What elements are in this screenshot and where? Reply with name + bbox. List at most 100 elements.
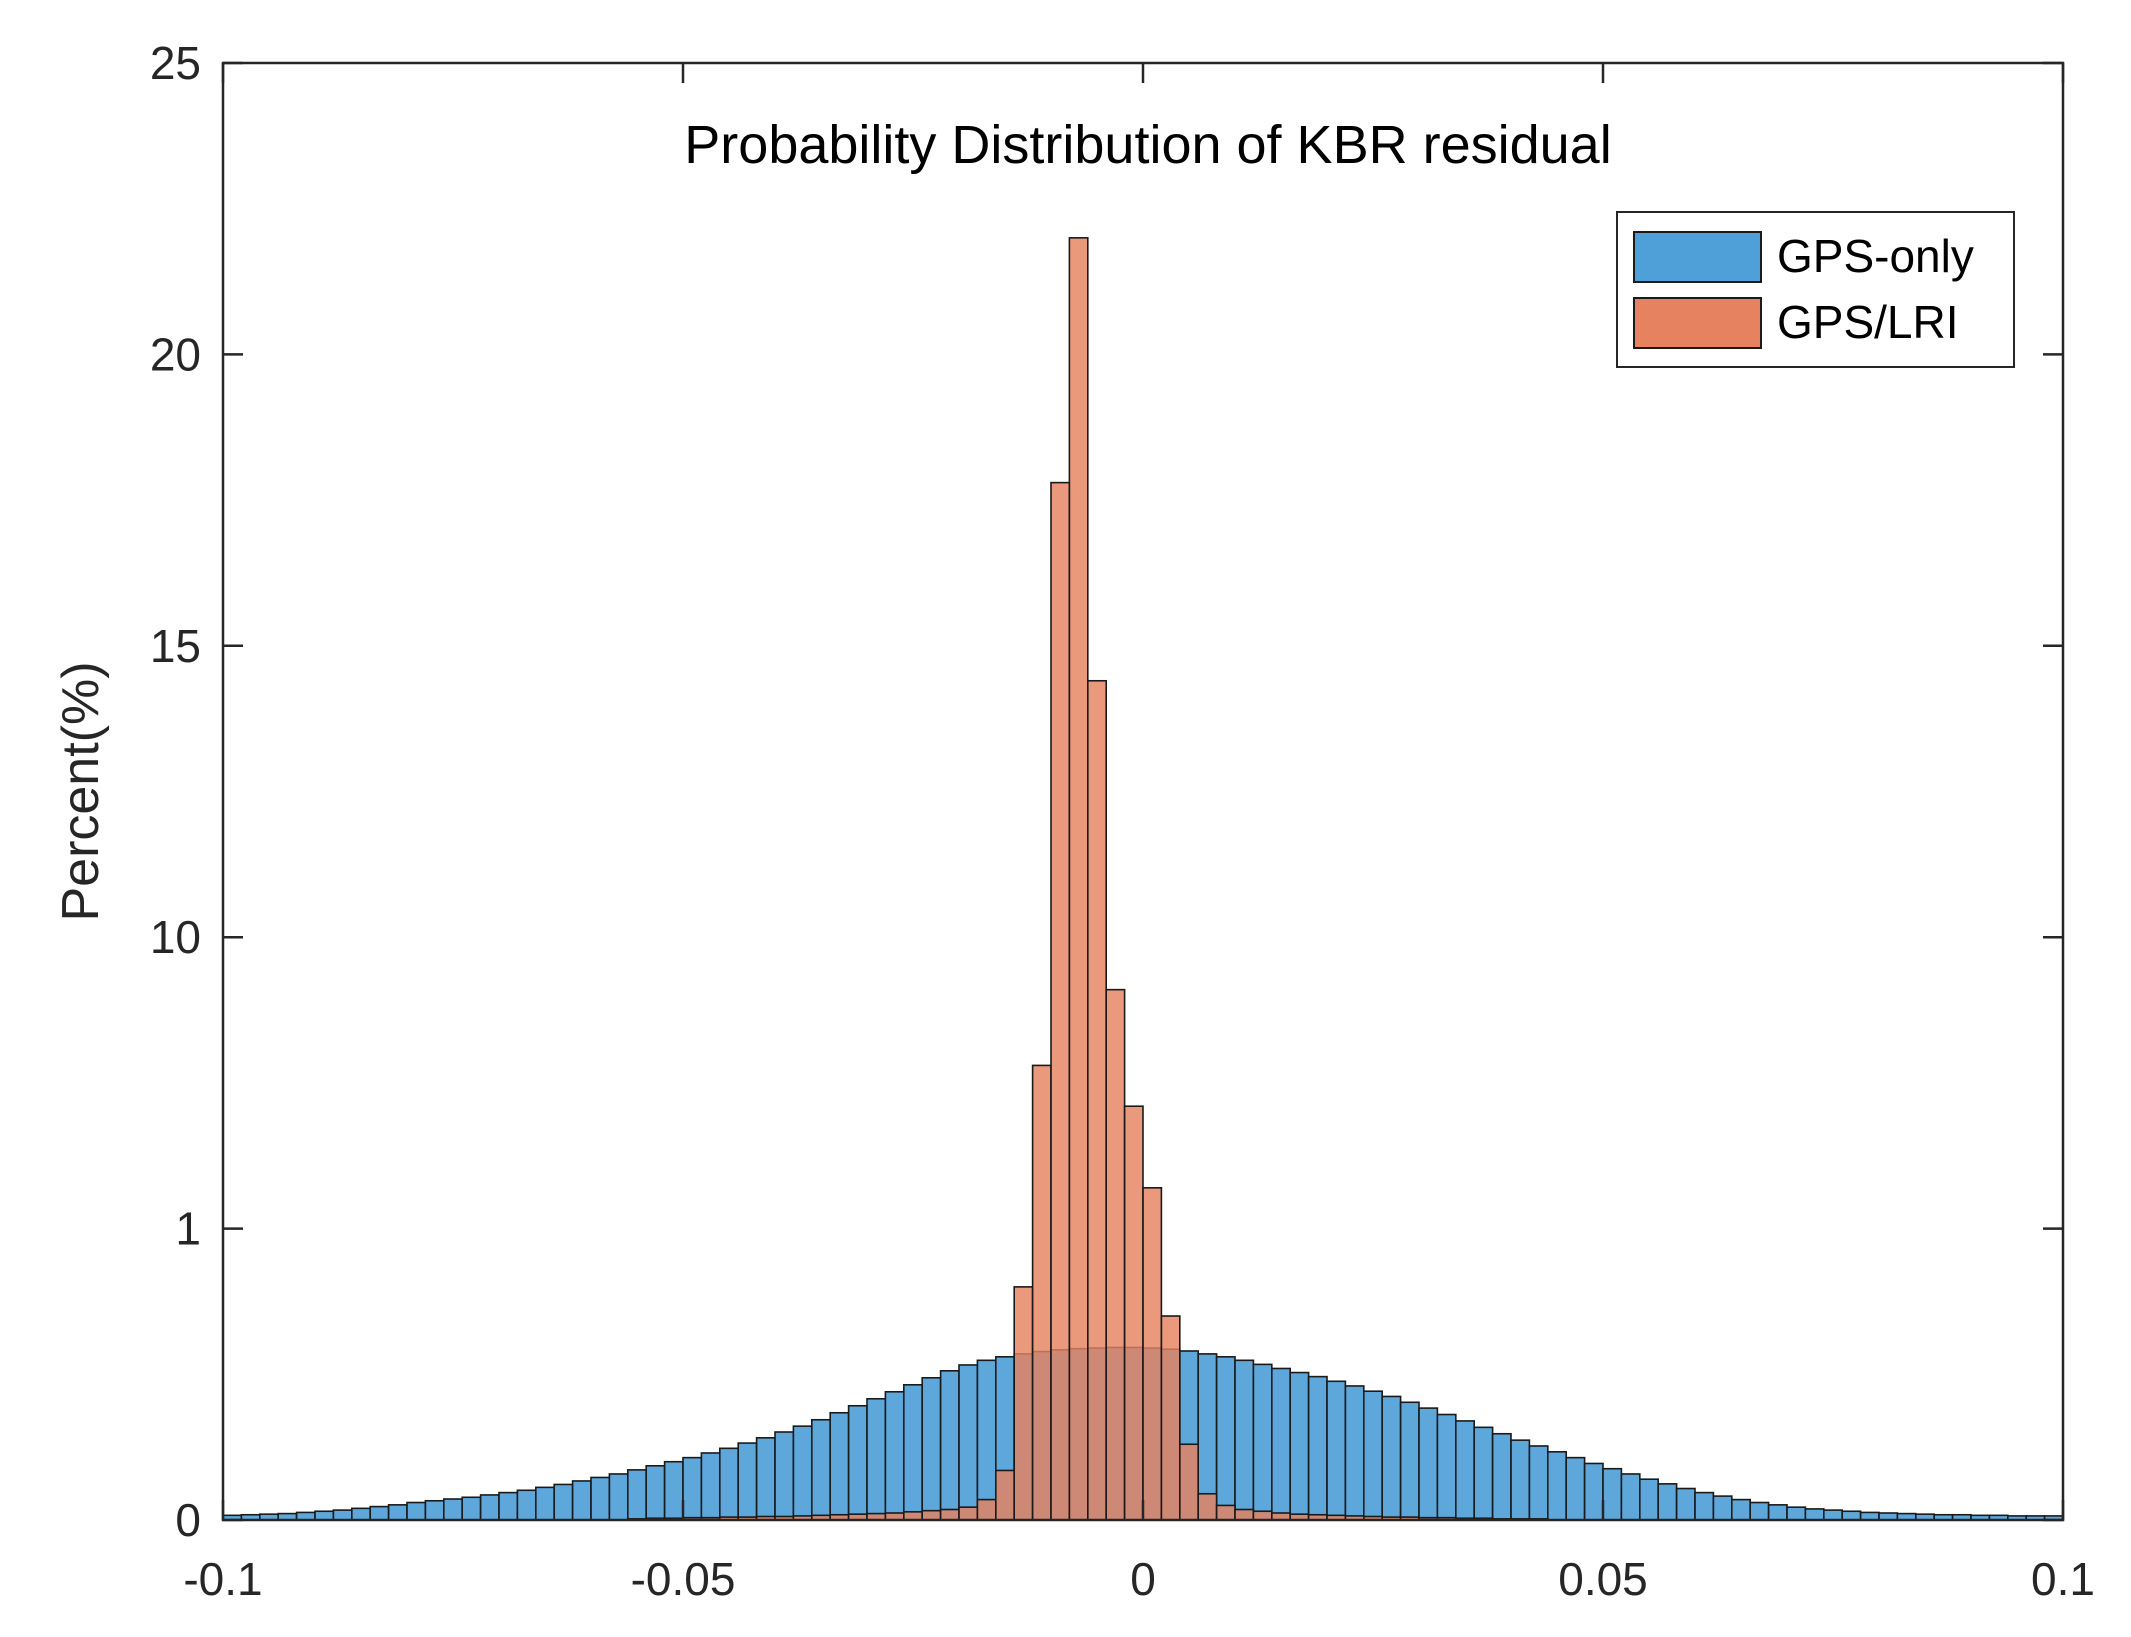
bar xyxy=(976,1359,997,1521)
bar xyxy=(1657,1483,1678,1521)
bar xyxy=(1712,1495,1733,1521)
bar xyxy=(1252,1510,1273,1521)
legend-label: GPS/LRI xyxy=(1777,296,1959,348)
bar xyxy=(1123,1105,1144,1521)
bar xyxy=(902,1383,923,1521)
bar xyxy=(516,1489,537,1521)
bar xyxy=(1252,1363,1273,1521)
bar xyxy=(700,1452,721,1521)
bar xyxy=(1823,1509,1844,1521)
x-tick-label: -0.1 xyxy=(183,1553,262,1605)
bar xyxy=(1050,481,1071,1521)
bar xyxy=(1344,1385,1365,1521)
bar xyxy=(645,1464,666,1521)
bar xyxy=(682,1456,703,1521)
bar xyxy=(1547,1451,1568,1521)
bar xyxy=(1234,1359,1255,1521)
bar xyxy=(1675,1487,1696,1521)
bar xyxy=(350,1507,371,1521)
y-axis-label: Percent(%) xyxy=(52,661,110,921)
y-tick-label: 0 xyxy=(175,1494,201,1546)
bar xyxy=(1804,1508,1825,1521)
bar xyxy=(461,1496,482,1521)
bar xyxy=(994,1469,1015,1521)
bar xyxy=(663,1460,684,1521)
bar xyxy=(608,1473,629,1521)
bar xyxy=(332,1509,353,1521)
bar xyxy=(442,1498,463,1521)
bar xyxy=(1087,679,1108,1521)
bar xyxy=(1307,1375,1328,1521)
x-tick-label: -0.05 xyxy=(631,1553,736,1605)
bars-layer xyxy=(222,237,2064,1521)
bar xyxy=(1620,1473,1641,1521)
bar xyxy=(921,1509,942,1521)
bar xyxy=(571,1480,592,1521)
bar xyxy=(479,1494,500,1521)
bar xyxy=(884,1390,905,1521)
bar xyxy=(939,1508,960,1521)
legend-swatch xyxy=(1633,297,1762,349)
ticks-layer: -0.1 -0.05 0 0.05 0.1 0 1 10 15 20 25 xyxy=(150,37,2095,1605)
bar xyxy=(1326,1380,1347,1521)
bar xyxy=(1491,1432,1512,1521)
bar xyxy=(755,1437,776,1521)
bar xyxy=(1436,1413,1457,1521)
bar xyxy=(387,1504,408,1521)
bar xyxy=(1179,1443,1200,1521)
bar xyxy=(626,1469,647,1521)
bar xyxy=(792,1425,813,1521)
bar xyxy=(866,1397,887,1521)
bar xyxy=(1215,1356,1236,1521)
bar xyxy=(810,1418,831,1521)
bar xyxy=(1639,1478,1660,1521)
bar xyxy=(1363,1390,1384,1521)
x-tick-label: 0 xyxy=(1130,1553,1156,1605)
bar xyxy=(1418,1407,1439,1521)
bar xyxy=(1013,1286,1034,1521)
bar xyxy=(958,1364,979,1521)
bar xyxy=(829,1411,850,1521)
bar xyxy=(590,1476,611,1521)
bar xyxy=(1528,1445,1549,1521)
legend-label: GPS-only xyxy=(1777,230,1974,282)
bar xyxy=(1749,1501,1770,1521)
bar xyxy=(1160,1315,1181,1521)
bar xyxy=(534,1486,555,1521)
chart-title: Probability Distribution of KBR residual xyxy=(684,115,1611,175)
bar xyxy=(1473,1426,1494,1521)
bar xyxy=(1215,1504,1236,1521)
y-tick-label: 25 xyxy=(150,37,201,89)
bar xyxy=(369,1505,390,1521)
bar xyxy=(406,1501,427,1521)
bar xyxy=(1271,1367,1292,1521)
y-tick-label: 15 xyxy=(150,620,201,672)
bar xyxy=(921,1376,942,1521)
bar xyxy=(498,1491,519,1521)
x-tick-label: 0.1 xyxy=(2031,1553,2095,1605)
bar xyxy=(737,1442,758,1521)
bar xyxy=(718,1447,739,1521)
bar xyxy=(847,1404,868,1521)
bar xyxy=(1767,1504,1788,1521)
legend: GPS-only GPS/LRI xyxy=(1616,211,2015,368)
legend-swatch xyxy=(1633,231,1762,283)
bar xyxy=(1694,1491,1715,1521)
bar xyxy=(1841,1510,1862,1521)
bar xyxy=(1399,1401,1420,1521)
bar xyxy=(1142,1187,1163,1521)
bar xyxy=(939,1370,960,1521)
bar xyxy=(1068,237,1089,1521)
bar xyxy=(1602,1467,1623,1521)
bar xyxy=(1289,1371,1310,1521)
bar xyxy=(1510,1439,1531,1521)
y-tick-label: 20 xyxy=(150,328,201,380)
bar xyxy=(553,1483,574,1521)
bar xyxy=(1381,1395,1402,1521)
bar xyxy=(1565,1456,1586,1521)
y-tick-label: 1 xyxy=(175,1203,201,1255)
bar xyxy=(1786,1506,1807,1521)
bar xyxy=(1583,1462,1604,1521)
